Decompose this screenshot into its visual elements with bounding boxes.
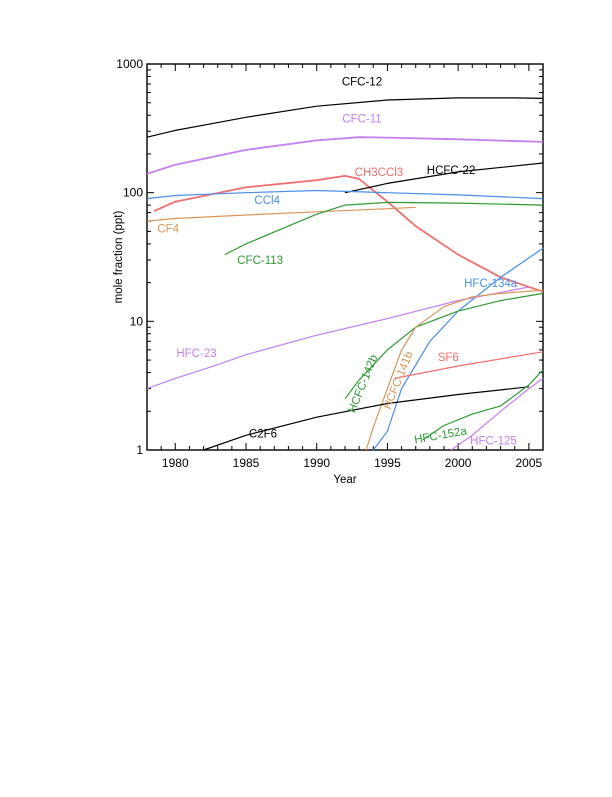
y-tick-label: 100 xyxy=(123,186,143,200)
series-label-hcfc22: HCFC-22 xyxy=(427,165,476,177)
x-tick-label: 2005 xyxy=(516,456,543,470)
series-line-hcfc141b xyxy=(365,289,544,451)
series-label-hfc125: HFC-125 xyxy=(470,436,517,448)
series-line-hfc152a xyxy=(422,369,544,441)
series-line-cfc11 xyxy=(146,136,544,175)
x-axis-label: Year xyxy=(333,474,356,486)
series-line-ch3ccl3 xyxy=(153,174,544,293)
series-line-cf4 xyxy=(146,206,416,222)
series-label-cfc12: CFC-12 xyxy=(342,77,382,89)
series-line-hfc134a xyxy=(372,247,544,451)
series-label-ch3ccl3: CH3CCl3 xyxy=(355,167,404,179)
series-line-hcfc142b xyxy=(344,292,544,400)
series-line-ccl4 xyxy=(146,189,544,200)
series-line-hfc23 xyxy=(146,286,530,390)
series-line-hcfc22 xyxy=(344,162,544,194)
x-tick-label: 1985 xyxy=(233,456,260,470)
y-tick-label: 10 xyxy=(130,314,144,328)
series-labels: CFC-12 CFC-11 CH3CCl3 HCFC-22 CCl4 CF4 CFC-113… xyxy=(157,77,517,448)
series-line-sf6 xyxy=(394,351,544,379)
axis-ticks: 1980 1985 1990 1995 2000 2005 1 10 100 1000 xyxy=(116,57,544,470)
y-tick-label: 1 xyxy=(136,443,143,457)
x-tick-label: 1990 xyxy=(303,456,330,470)
series-line-cfc12 xyxy=(146,97,544,138)
y-tick-label: 1000 xyxy=(116,57,143,71)
series-label-sf6: SF6 xyxy=(438,352,459,364)
x-tick-label: 1980 xyxy=(162,456,189,470)
series-line-c2f6 xyxy=(203,386,529,451)
series-label-cfc113: CFC-113 xyxy=(237,255,283,267)
series-label-cf4: CF4 xyxy=(157,224,179,236)
series-lines xyxy=(146,97,544,451)
series-label-cfc11: CFC-11 xyxy=(342,114,381,126)
series-label-hfc23: HFC-23 xyxy=(176,348,216,360)
x-tick-label: 1995 xyxy=(374,456,401,470)
x-tick-label: 2000 xyxy=(445,456,472,470)
series-label-hfc134a: HFC-134a xyxy=(464,278,518,290)
series-line-cfc113 xyxy=(224,201,544,256)
series-label-ccl4: CCl4 xyxy=(254,195,280,207)
y-axis-label: mole fraction (ppt) xyxy=(113,210,125,303)
series-line-hfc125 xyxy=(450,377,544,451)
series-label-c2f6: C2F6 xyxy=(249,429,277,441)
